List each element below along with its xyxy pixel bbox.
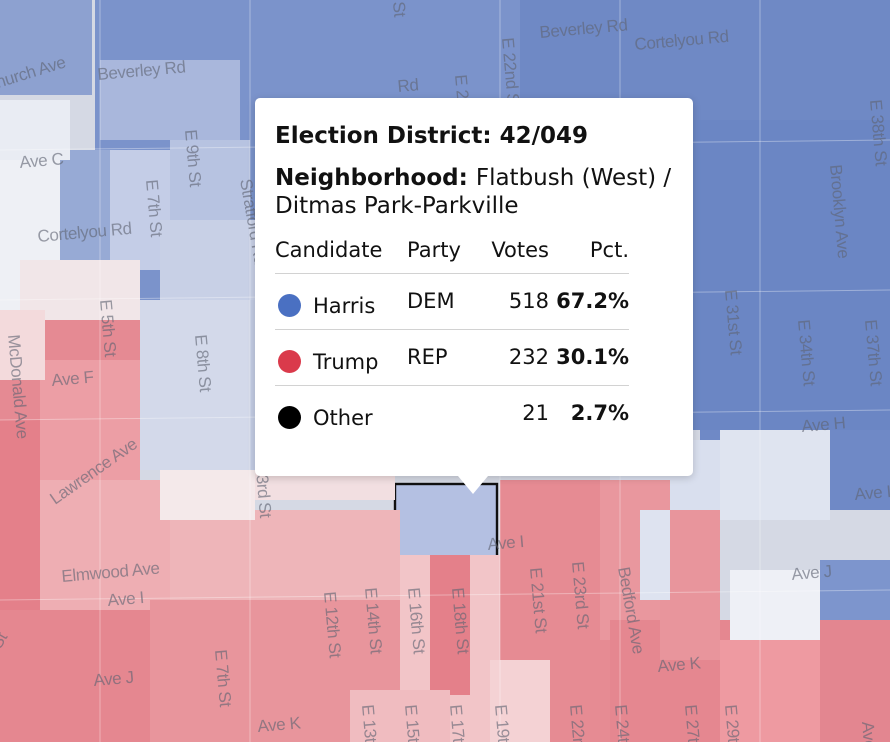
votes-value: 518 (508, 288, 549, 313)
pct-value: 67.2% (556, 288, 629, 313)
candidate-cell: Harris (275, 273, 407, 330)
pct-value: 2.7% (570, 400, 629, 425)
party-cell: REP (407, 329, 485, 386)
street-label: E 27th (681, 704, 704, 742)
dem-dot-icon (278, 294, 301, 317)
candidate-name: Harris (313, 293, 376, 318)
street-label: E 7th St (142, 179, 166, 238)
party-value: DEM (407, 288, 455, 313)
votes-cell: 21 (485, 386, 549, 442)
street-label: Ave F (51, 367, 95, 390)
results-table: Candidate Party Votes Pct. Harris DEM 51… (275, 237, 629, 441)
votes-cell: 232 (485, 329, 549, 386)
district-value: 42/049 (499, 123, 589, 149)
votes-cell: 518 (485, 273, 549, 330)
column-header-pct: Pct. (549, 237, 629, 274)
street-label: Ave J (93, 668, 135, 690)
party-cell: DEM (407, 273, 485, 330)
district-popup: Election District: 42/049 Neighborhood: … (255, 98, 693, 476)
pct-cell: 2.7% (549, 386, 629, 442)
street-label: Ave K (257, 713, 303, 736)
results-header-row: Candidate Party Votes Pct. (275, 237, 629, 274)
pct-cell: 67.2% (549, 273, 629, 330)
district-label: Election District: (275, 123, 492, 149)
party-value: REP (407, 344, 448, 369)
mixed-precincts (0, 160, 820, 640)
votes-value: 21 (522, 400, 549, 425)
party-cell (407, 386, 485, 442)
candidate-cell: Other (275, 386, 407, 442)
table-row: Other 21 2.7% (275, 386, 629, 442)
votes-value: 232 (508, 344, 549, 369)
street-label: Ave I (107, 588, 145, 610)
street-label: E 29th (721, 704, 744, 742)
candidate-name: Other (313, 405, 373, 430)
street-label: E 13th (358, 704, 381, 742)
neighborhood-value: Flatbush (West) / Ditmas Park-Parkville (275, 165, 672, 219)
column-header-candidate: Candidate (275, 237, 407, 274)
street-label: E 17th (446, 704, 469, 742)
street-label: E 19th (491, 704, 514, 742)
candidate-cell: Trump (275, 329, 407, 386)
street-label: Ave K (657, 653, 703, 676)
street-label: Ave C (19, 149, 65, 172)
street-label: E 15th (401, 704, 424, 742)
street-label: Ave I (487, 532, 525, 554)
street-label: Ave J (791, 562, 833, 584)
rep-precincts (0, 300, 890, 742)
street-label: Rd (397, 75, 420, 96)
table-row: Trump REP 232 30.1% (275, 329, 629, 386)
street-label: E 22nd (566, 704, 589, 742)
street-label: E 38th St (866, 99, 890, 167)
neighborhood-heading: Neighborhood: Flatbush (West) / Ditmas P… (275, 164, 673, 220)
street-label: St (389, 1, 409, 19)
street-label: E 24th (611, 704, 634, 742)
neighborhood-label: Neighborhood: (275, 165, 468, 191)
pct-cell: 30.1% (549, 329, 629, 386)
column-header-votes: Votes (485, 237, 549, 274)
rep-dot-icon (278, 350, 301, 373)
street-label: Ave I (854, 482, 890, 504)
table-row: Harris DEM 518 67.2% (275, 273, 629, 330)
street-label: E 5th St (96, 299, 120, 358)
street-label: E 8th St (191, 334, 215, 393)
column-header-party: Party (407, 237, 485, 274)
district-heading: Election District: 42/049 (275, 122, 673, 150)
street-label: E 7th St (211, 649, 235, 708)
street-label: Ave H (801, 413, 846, 436)
other-dot-icon (278, 406, 301, 429)
street-label: E 9th St (181, 129, 205, 188)
street-label: Ave (858, 721, 879, 742)
street-label: St (0, 629, 11, 652)
popup-pointer (458, 476, 488, 494)
candidate-name: Trump (313, 349, 379, 374)
pct-value: 30.1% (556, 344, 629, 369)
